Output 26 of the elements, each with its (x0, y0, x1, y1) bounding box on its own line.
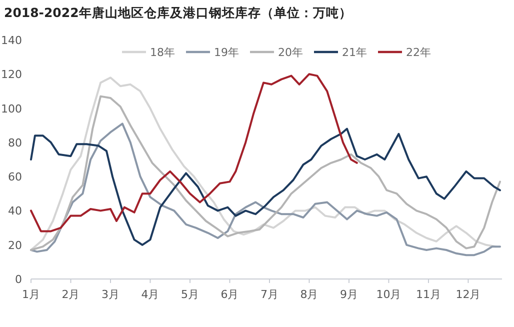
x-tick-label: 2月 (62, 288, 80, 301)
y-tick-label: 140 (1, 34, 22, 47)
y-tick-label: 80 (8, 136, 22, 150)
legend-label: 21年 (342, 46, 367, 59)
y-tick-label: 60 (8, 170, 22, 184)
legend-label: 22年 (406, 46, 431, 59)
x-tick-label: 10月 (376, 288, 402, 301)
y-tick-label: 0 (15, 273, 22, 286)
y-tick-label: 20 (8, 238, 22, 252)
x-tick-label: 4月 (141, 288, 160, 301)
x-tick-label: 8月 (300, 288, 318, 301)
y-tick-label: 100 (1, 102, 22, 116)
y-tick-label: 40 (8, 204, 22, 218)
legend-label: 19年 (214, 46, 239, 59)
legend-label: 20年 (278, 46, 303, 59)
x-tick-label: 12月 (456, 288, 481, 301)
x-tick-label: 1月 (22, 288, 40, 301)
y-tick-label: 120 (1, 68, 22, 82)
x-tick-label: 7月 (260, 288, 278, 301)
chart-title: 2018-2022年唐山地区仓库及港口钢坯库存（单位：万吨） (4, 5, 352, 20)
legend-label: 18年 (150, 46, 175, 59)
x-tick-label: 11月 (416, 288, 441, 301)
x-tick-label: 3月 (101, 288, 120, 301)
x-tick-label: 9月 (340, 288, 358, 301)
x-tick-label: 6月 (220, 288, 239, 301)
x-tick-label: 5月 (180, 288, 199, 301)
